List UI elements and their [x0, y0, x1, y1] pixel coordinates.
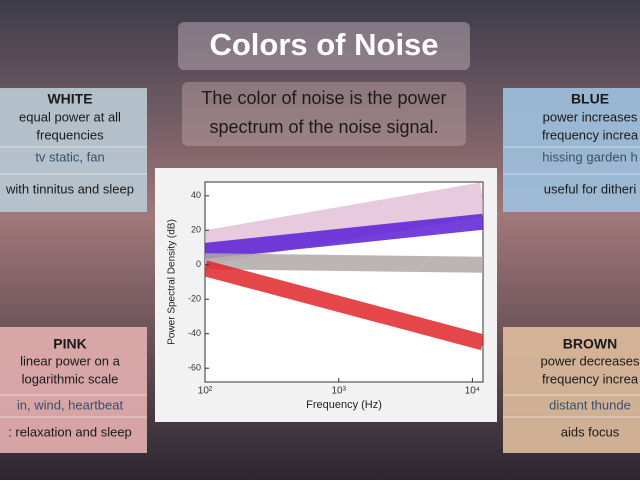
card-line: aids focus	[561, 424, 620, 439]
subtitle: spectrum of the noise signal.	[209, 117, 438, 137]
card-line: tv static, fan	[35, 149, 104, 164]
card-heading: BROWN	[563, 336, 617, 352]
card-line: in, wind, heartbeat	[17, 397, 124, 412]
card-line: linear power on a	[20, 353, 120, 368]
card-line: logarithmic scale	[22, 371, 119, 386]
series-line	[205, 213, 483, 259]
cards: WHITE equal power at all frequencies tv sta…	[0, 88, 640, 453]
y-tick-label: 20	[191, 225, 201, 235]
card	[503, 88, 640, 212]
subtitle: The color of noise is the power	[201, 88, 446, 108]
title-box	[178, 22, 470, 70]
chart: -60 -40 -20 0 20 40 10² 10³ 10⁴ Frequency (Hz) Pow…	[167, 181, 484, 411]
card-line: distant thunde	[549, 397, 631, 412]
y-axis-label: Power Spectral Density (dB)	[167, 219, 178, 345]
card-line: frequency increa	[542, 371, 639, 386]
card-line: frequency increa	[542, 127, 639, 142]
y-tick-label: -60	[188, 363, 201, 373]
y-tick-label: -20	[188, 294, 201, 304]
card-line: useful for ditheri	[544, 181, 637, 196]
y-tick-label: 40	[191, 190, 201, 200]
card-line: frequencies	[36, 127, 104, 142]
card-line: equal power at all	[19, 109, 121, 124]
x-axis-label: Frequency (Hz)	[306, 399, 382, 411]
card-heading: PINK	[53, 336, 86, 352]
title: Colors of Noise	[209, 27, 438, 62]
x-tick-label: 10²	[198, 386, 213, 397]
subtitle-box	[182, 82, 466, 146]
y-tick-label: -40	[188, 328, 201, 338]
x-tick-label: 10³	[331, 386, 346, 397]
card-line: with tinnitus and sleep	[5, 181, 134, 196]
card-heading: BLUE	[571, 91, 609, 107]
series-line	[205, 253, 483, 273]
card	[0, 327, 147, 453]
card-line: power decreases	[541, 353, 640, 368]
card-line: : relaxation and sleep	[8, 424, 132, 439]
card-heading: WHITE	[47, 91, 92, 107]
card	[0, 88, 147, 212]
series-line	[205, 260, 483, 351]
card	[503, 327, 640, 453]
card-line: hissing garden h	[542, 149, 637, 164]
card-line: power increases	[543, 109, 638, 124]
x-tick-label: 10⁴	[465, 386, 480, 397]
y-tick-label: 0	[196, 259, 201, 269]
